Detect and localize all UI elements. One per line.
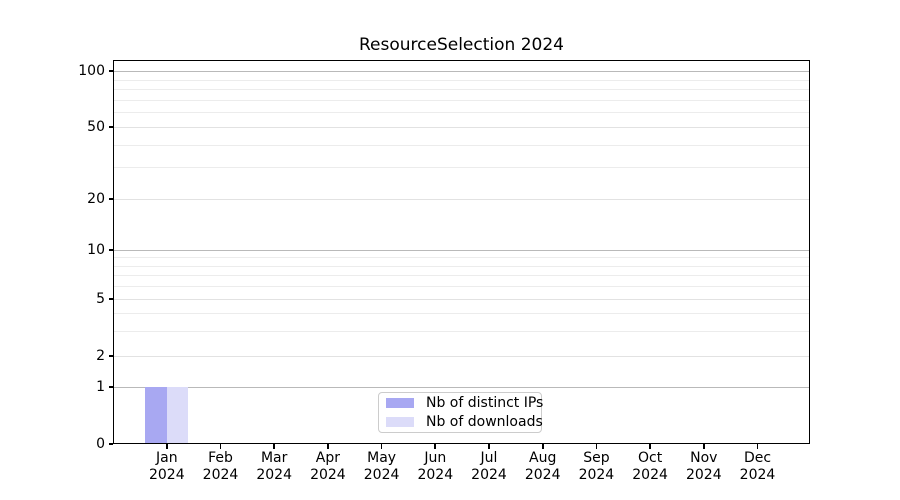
gridline-y-5: [113, 299, 810, 300]
x-tick-mark-oct: [649, 444, 651, 449]
x-tick-year: 2024: [578, 466, 615, 483]
gridline-y-80: [113, 89, 810, 91]
legend-row-nb-of-downloads: Nb of downloads: [386, 414, 543, 430]
y-tick-mark-20: [108, 198, 113, 200]
x-tick-mark-jul: [488, 444, 490, 449]
gridline-y-4: [113, 312, 810, 314]
y-tick-label-100: 100: [78, 62, 105, 79]
gridline-y-70: [113, 99, 810, 101]
x-tick-label-dec: Dec 2024: [718, 450, 798, 483]
x-tick-month: Jan: [156, 450, 178, 466]
gridline-y-20: [113, 199, 810, 200]
bar-nb-of-downloads-jan: [166, 387, 189, 443]
gridline-y-60: [113, 112, 810, 114]
x-tick-label-aug: Aug 2024: [503, 450, 583, 483]
x-tick-year: 2024: [310, 466, 346, 483]
y-tick-mark-1: [108, 386, 113, 388]
x-tick-month: May: [367, 450, 397, 466]
chart-title: ResourceSelection 2024: [359, 35, 564, 55]
y-tick-mark-0: [108, 443, 113, 445]
y-tick-mark-100: [108, 70, 113, 72]
gridline-y-2: [113, 356, 810, 357]
y-tick-label-50: 50: [87, 118, 105, 135]
x-tick-mark-jan: [165, 444, 168, 449]
y-tick-mark-10: [108, 249, 113, 251]
x-tick-month: Aug: [529, 450, 557, 466]
y-tick-mark-5: [108, 298, 113, 300]
x-tick-label-may: May 2024: [342, 450, 422, 483]
gridline-y-7: [113, 275, 810, 277]
y-tick-mark-50: [108, 126, 113, 128]
x-tick-month: Oct: [637, 450, 663, 466]
legend-swatch: [386, 416, 414, 428]
y-tick-label-5: 5: [96, 290, 105, 307]
gridline-y-1: [113, 387, 810, 388]
x-tick-mark-jun: [434, 444, 437, 449]
bar-nb-of-distinct-ips-jan: [145, 387, 167, 443]
legend-swatch: [386, 397, 414, 409]
x-tick-label-nov: Nov 2024: [664, 450, 744, 483]
x-tick-label-jun: Jun 2024: [395, 450, 475, 483]
legend-label: Nb of distinct IPs: [426, 395, 544, 411]
x-tick-month: Nov: [690, 450, 718, 466]
x-tick-month: Dec: [743, 450, 772, 466]
gridline-y-100: [113, 71, 810, 72]
gridline-y-10: [113, 250, 810, 251]
x-tick-label-jul: Jul 2024: [449, 450, 529, 483]
x-tick-year: 2024: [632, 466, 668, 483]
x-tick-mark-may: [380, 444, 383, 449]
x-tick-label-jan: Jan 2024: [127, 450, 207, 483]
x-tick-year: 2024: [417, 466, 454, 483]
x-tick-month: Apr: [315, 450, 340, 466]
x-tick-month: Jun: [424, 450, 447, 466]
gridline-y-3: [113, 330, 810, 332]
y-tick-label-20: 20: [87, 190, 105, 207]
x-tick-year: 2024: [202, 466, 239, 483]
x-tick-label-sep: Sep 2024: [556, 450, 636, 483]
legend: Nb of distinct IPs Nb of downloads: [378, 392, 543, 433]
x-tick-year: 2024: [363, 466, 400, 483]
y-tick-label-0: 0: [96, 435, 105, 452]
plot-area: [113, 60, 810, 444]
gridline-y-8: [113, 265, 810, 267]
gridline-y-30: [113, 167, 810, 169]
x-tick-mark-dec: [756, 444, 759, 449]
x-tick-mark-mar: [273, 444, 276, 449]
x-tick-label-oct: Oct 2024: [610, 450, 690, 483]
x-tick-month: Feb: [208, 450, 233, 466]
legend-label: Nb of downloads: [426, 414, 543, 430]
x-tick-mark-feb: [219, 444, 222, 449]
legend-row-nb-of-distinct-ips: Nb of distinct IPs: [386, 395, 543, 411]
x-tick-year: 2024: [524, 466, 561, 483]
y-tick-label-2: 2: [96, 347, 105, 364]
x-tick-mark-apr: [327, 444, 329, 449]
gridline-y-50: [113, 127, 810, 128]
x-tick-year: 2024: [148, 466, 185, 483]
y-tick-mark-2: [108, 355, 113, 357]
x-tick-month: Mar: [260, 450, 288, 466]
x-tick-mark-sep: [595, 444, 598, 449]
x-tick-label-mar: Mar 2024: [234, 450, 314, 483]
x-tick-year: 2024: [256, 466, 292, 483]
gridline-y-90: [113, 79, 810, 81]
x-tick-year: 2024: [471, 466, 507, 483]
x-tick-month: Sep: [583, 450, 610, 466]
x-tick-month: Jul: [480, 450, 498, 466]
x-tick-mark-aug: [541, 444, 544, 449]
y-tick-label-1: 1: [96, 378, 105, 395]
y-tick-label-10: 10: [87, 241, 105, 258]
x-tick-mark-nov: [702, 444, 705, 449]
x-tick-label-apr: Apr 2024: [288, 450, 368, 483]
x-tick-year: 2024: [739, 466, 776, 483]
gridline-y-6: [113, 286, 810, 288]
gridline-y-9: [113, 257, 810, 259]
gridline-y-40: [113, 144, 810, 146]
x-tick-year: 2024: [685, 466, 722, 483]
x-tick-label-feb: Feb 2024: [181, 450, 261, 483]
